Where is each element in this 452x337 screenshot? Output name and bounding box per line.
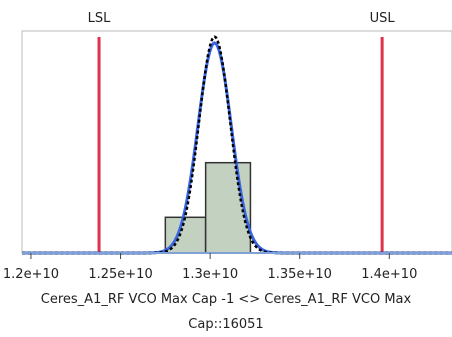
lsl-label: LSL: [88, 11, 111, 26]
x-axis-label: Ceres_A1_RF VCO Max Cap -1 <> Ceres_A1_R…: [0, 287, 452, 337]
spec-limit-lines: [97, 37, 384, 253]
x-tick-label-5: 1.4e+10: [361, 267, 417, 282]
x-tick-label-1: 1.2e+10: [3, 267, 59, 282]
x-tick-label-4: 1.35e+10: [268, 267, 332, 282]
x-tick-label-3: 1.3e+10: [182, 267, 238, 282]
x-axis-ticks: 1.2e+10 1.25e+10 1.3e+10 1.35e+10 1.4e+10: [3, 253, 417, 282]
x-tick-label-2: 1.25e+10: [88, 267, 152, 282]
x-axis-label-line-1: Ceres_A1_RF VCO Max Cap -1 <> Ceres_A1_R…: [40, 292, 412, 307]
spec-labels: LSL USL: [88, 11, 396, 26]
usl-label: USL: [370, 11, 396, 26]
x-axis-label-line-2: Cap::16051: [188, 317, 264, 332]
